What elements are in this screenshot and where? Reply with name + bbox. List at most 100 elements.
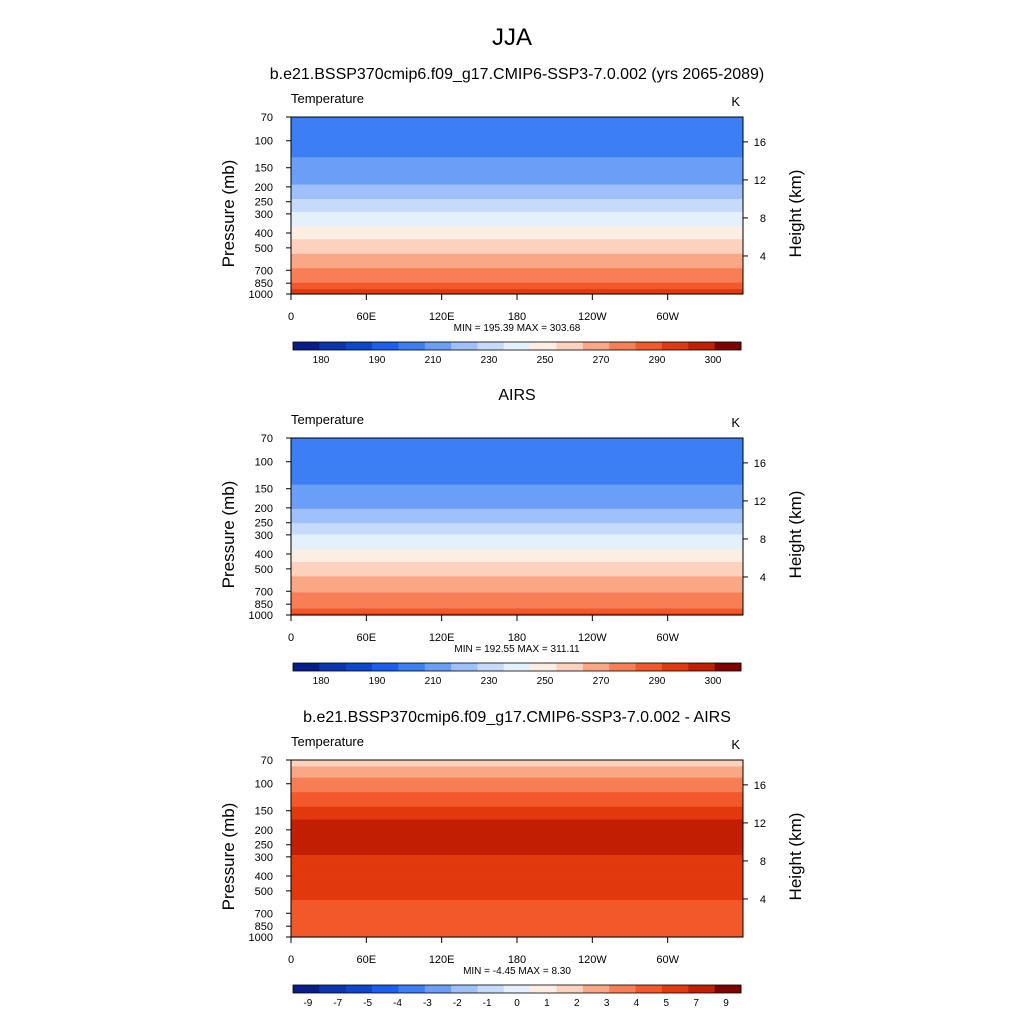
contour-band xyxy=(291,117,743,120)
contour-band xyxy=(291,891,743,895)
contour-band xyxy=(291,569,743,573)
contour-band xyxy=(291,470,743,473)
contour-band xyxy=(291,157,743,160)
contour-band xyxy=(291,120,743,123)
colorbar-swatch xyxy=(451,985,478,993)
height-tick-label: 16 xyxy=(754,137,766,149)
contour-band xyxy=(291,544,743,547)
contour-band xyxy=(291,851,743,854)
colorbar-swatch xyxy=(688,663,716,671)
height-tick-label: 4 xyxy=(760,251,766,263)
pressure-tick-label: 700 xyxy=(255,265,273,277)
pressure-tick-label: 70 xyxy=(261,433,273,445)
contour-band xyxy=(291,484,743,487)
contour-band xyxy=(291,195,743,199)
contour-band xyxy=(291,171,743,174)
contour-band xyxy=(291,218,743,221)
contour-band xyxy=(291,487,743,491)
contour-band xyxy=(291,608,743,611)
contour-band xyxy=(291,552,743,555)
colorbar-swatch xyxy=(398,985,426,993)
contour-band xyxy=(291,795,743,798)
contour-band xyxy=(291,454,743,457)
colorbar-tick-label: 2 xyxy=(574,998,580,1009)
contour-band xyxy=(291,219,743,223)
contour-band xyxy=(291,507,743,510)
contour-band xyxy=(291,216,743,219)
contour-band xyxy=(291,505,743,508)
height-tick-label: 8 xyxy=(760,534,766,546)
contour-band xyxy=(291,813,743,816)
contour-band xyxy=(291,242,743,245)
colorbar-tick-label: -5 xyxy=(363,998,372,1009)
contour-band xyxy=(291,510,743,513)
contour-band xyxy=(291,871,743,874)
colorbar-swatch xyxy=(293,342,320,350)
contour-band xyxy=(291,515,743,518)
contour-band xyxy=(291,595,743,598)
contour-band xyxy=(291,566,743,569)
contour-band xyxy=(291,452,743,455)
contour-band xyxy=(291,880,743,883)
pressure-tick-label: 300 xyxy=(255,852,273,864)
contour-band xyxy=(291,774,743,777)
contour-band xyxy=(291,837,743,840)
contour-band xyxy=(291,473,743,476)
contour-band xyxy=(291,906,743,909)
contour-band xyxy=(291,834,743,837)
lon-tick-label: 0 xyxy=(288,632,294,644)
contour-band xyxy=(291,240,743,244)
contour-band xyxy=(291,292,743,295)
contour-band xyxy=(291,279,743,282)
contour-band xyxy=(291,584,743,587)
contour-band xyxy=(291,764,743,768)
contour-band xyxy=(291,832,743,835)
colorbar-swatch xyxy=(424,985,452,993)
contour-band xyxy=(291,154,743,157)
contour-band xyxy=(291,207,743,210)
colorbar-swatch xyxy=(582,342,610,350)
contour-band xyxy=(291,888,743,891)
stats-label: MIN = -4.45 MAX = 8.30 xyxy=(463,966,571,977)
variable-label: Temperature xyxy=(291,734,364,749)
colorbar-tick-label: 270 xyxy=(593,676,610,687)
contour-band xyxy=(291,547,743,550)
contour-band xyxy=(291,761,743,764)
contour-band xyxy=(291,287,743,290)
contour-band xyxy=(291,518,743,521)
contour-band xyxy=(291,590,743,594)
contour-band xyxy=(291,152,743,155)
colorbar-swatch xyxy=(477,342,505,350)
contour-band xyxy=(291,838,743,842)
contour-band xyxy=(291,869,743,872)
colorbar-tick-label: 250 xyxy=(537,676,554,687)
colorbar-tick-label: -9 xyxy=(303,998,312,1009)
contour-band xyxy=(291,777,743,780)
contour-band xyxy=(291,529,743,532)
pressure-tick-label: 250 xyxy=(255,197,273,209)
colorbar-swatch xyxy=(503,663,531,671)
contour-band xyxy=(291,163,743,166)
contour-band xyxy=(291,821,743,824)
contour-band xyxy=(291,816,743,819)
contour-band xyxy=(291,581,743,584)
pressure-tick-label: 400 xyxy=(255,549,273,561)
colorbar-swatch xyxy=(293,985,320,993)
contour-band xyxy=(291,200,743,203)
contour-band xyxy=(291,797,743,800)
height-tick-label: 12 xyxy=(754,818,766,830)
y-axis-right-title: Height (km) xyxy=(786,813,805,901)
contour-band xyxy=(291,202,743,205)
contour-band xyxy=(291,594,743,597)
contour-band xyxy=(291,579,743,582)
contour-band xyxy=(291,462,743,465)
colorbar-tick-label: -1 xyxy=(483,998,492,1009)
colorbar-swatch xyxy=(635,342,663,350)
contour-band xyxy=(291,610,743,613)
contour-band xyxy=(291,229,743,232)
lon-tick-label: 120E xyxy=(429,632,455,644)
contour-band xyxy=(291,276,743,279)
contour-band xyxy=(291,806,743,809)
pressure-tick-label: 70 xyxy=(261,755,273,767)
colorbar-swatch xyxy=(530,985,558,993)
